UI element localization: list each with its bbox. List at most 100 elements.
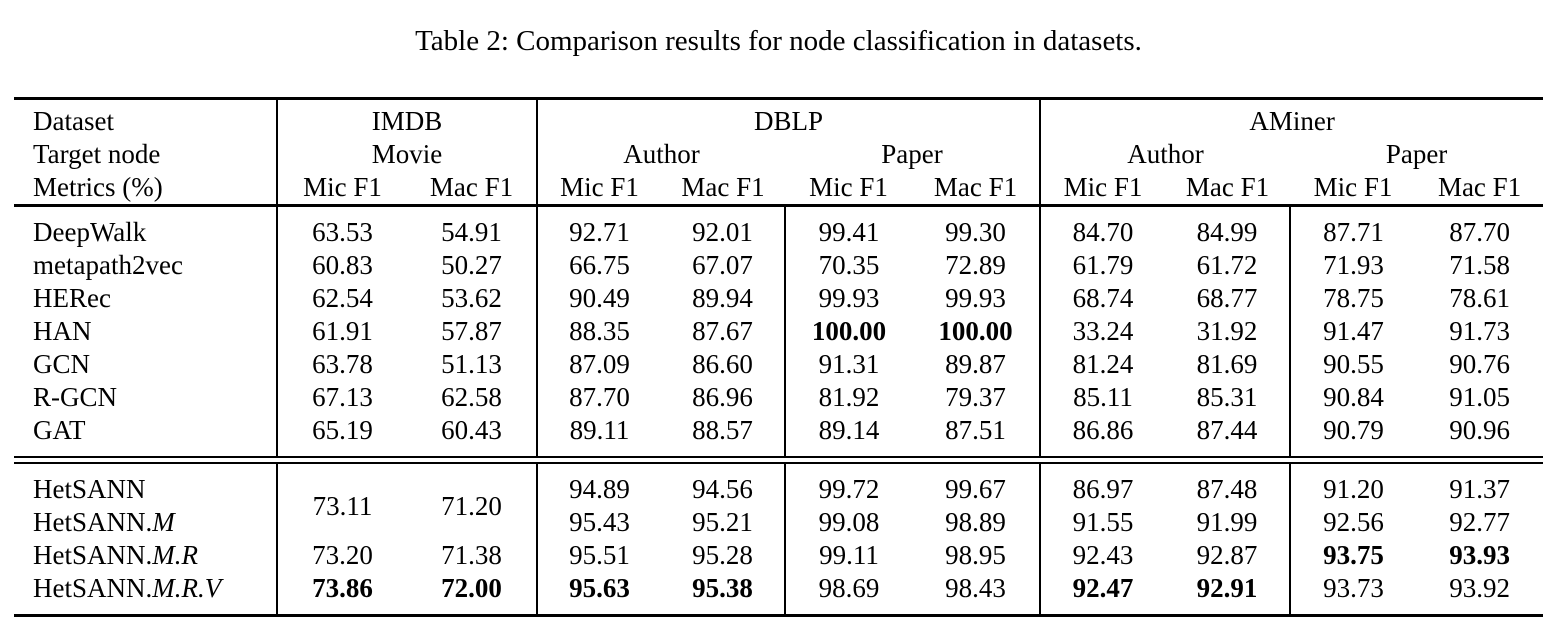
table-caption: Table 2: Comparison results for node cla… (415, 25, 1142, 57)
value-cell: 90.55 (1289, 348, 1417, 381)
value-cell: 71.38 (441, 540, 502, 570)
value-cell: 78.61 (1449, 283, 1510, 313)
value-cell: 91.73 (1449, 316, 1510, 346)
value-cell: 89.94 (692, 283, 753, 313)
header-metric: Mac F1 (912, 171, 1041, 207)
row-label-base: HetSANN. (33, 540, 153, 570)
value-cell: 91.55 (1039, 506, 1166, 539)
value-cell: 100.00 (784, 315, 913, 348)
value-cell: 73.20 (276, 539, 407, 572)
value-cell: 63.78 (276, 348, 407, 381)
value-cell: 31.92 (1196, 316, 1258, 346)
header-target-author-dblp: Author (536, 138, 786, 171)
row-label-base: DeepWalk (33, 217, 147, 247)
value-cell: 99.41 (784, 205, 913, 249)
header-row-dataset: Dataset IMDB DBLP AMiner (14, 98, 1544, 138)
value-cell: 91.31 (784, 348, 913, 381)
header-group-aminer: AMiner (1039, 98, 1544, 138)
header-metric: Mic F1 (1039, 171, 1166, 207)
value-cell: 92.71 (536, 205, 662, 249)
value-cell: 50.27 (441, 250, 502, 280)
results-table: Dataset IMDB DBLP AMiner Target node Mov… (14, 97, 1544, 617)
value-cell: 87.70 (1449, 217, 1510, 247)
value-cell: 86.96 (692, 382, 753, 412)
header-row-metrics: Metrics (%) Mic F1 Mac F1 Mic F1 Mac F1 … (14, 171, 1544, 207)
value-cell: 92.91 (1196, 573, 1258, 603)
header-metric: Mac F1 (1416, 171, 1544, 207)
value-cell: 81.24 (1039, 348, 1166, 381)
row-label-base: HetSANN (33, 474, 146, 504)
value-cell: 89.14 (784, 414, 913, 457)
row-label-base: R-GCN (33, 382, 118, 412)
value-cell: 79.37 (945, 382, 1006, 412)
value-cell: 92.47 (1039, 572, 1166, 616)
value-cell: 87.44 (1196, 415, 1258, 445)
row-label-base: HetSANN. (33, 573, 153, 603)
value-cell: 87.71 (1289, 205, 1417, 249)
row-label-base: HERec (33, 283, 111, 313)
value-cell: 85.11 (1039, 381, 1166, 414)
header-target-author-aminer: Author (1039, 138, 1291, 171)
value-cell: 95.28 (692, 540, 753, 570)
value-cell: 93.75 (1289, 539, 1417, 572)
value-cell: 86.60 (692, 349, 753, 379)
value-cell: 98.43 (945, 573, 1006, 603)
value-cell: 60.43 (441, 415, 502, 445)
value-cell: 92.56 (1289, 506, 1417, 539)
value-cell: 91.05 (1449, 382, 1510, 412)
value-cell: 99.67 (945, 474, 1006, 504)
value-cell: 73.86 (276, 572, 407, 616)
row-label-base: HetSANN. (33, 507, 153, 537)
value-cell: 87.70 (536, 381, 662, 414)
value-cell: 62.58 (441, 382, 502, 412)
value-cell: 72.89 (945, 250, 1006, 280)
value-cell: 90.76 (1449, 349, 1510, 379)
value-cell: 99.93 (945, 283, 1006, 313)
row-label-base: HAN (33, 316, 92, 346)
value-cell: 90.84 (1289, 381, 1417, 414)
value-cell: 61.72 (1196, 250, 1258, 280)
value-cell: 61.79 (1039, 249, 1166, 282)
row-label: metapath2vec (14, 249, 277, 282)
header-target-label: Target node (33, 139, 161, 169)
value-cell: 92.77 (1449, 507, 1510, 537)
header-dataset-label: Dataset (33, 106, 114, 136)
row-label-base: metapath2vec (33, 250, 183, 280)
value-cell: 57.87 (441, 316, 502, 346)
value-cell: 84.70 (1039, 205, 1166, 249)
value-cell: 87.48 (1196, 474, 1258, 504)
table-row: HERec 62.54 53.62 90.49 89.94 99.93 99.93 68.74… (14, 282, 1543, 315)
value-cell: 60.83 (276, 249, 407, 282)
header-row-target-node: Target node Movie Author Paper Author Pa… (14, 138, 1543, 171)
value-cell: 86.86 (1039, 414, 1166, 457)
value-cell: 93.93 (1449, 540, 1510, 570)
value-cell: 95.51 (536, 539, 662, 572)
value-cell: 70.35 (784, 249, 913, 282)
table-body: DeepWalk 63.53 54.91 92.71 92.01 99.41 99.30 84… (14, 205, 1544, 616)
value-cell: 81.92 (784, 381, 913, 414)
value-cell: 72.00 (441, 573, 502, 603)
header-metrics-label: Metrics (%) (14, 171, 277, 207)
row-label: R-GCN (14, 381, 277, 414)
header-metric: Mac F1 (407, 171, 538, 207)
table-row: DeepWalk 63.53 54.91 92.71 92.01 99.41 99.30 84… (14, 205, 1543, 249)
value-cell: 95.63 (536, 572, 662, 616)
value-cell: 92.43 (1039, 539, 1166, 572)
value-cell: 99.30 (945, 217, 1006, 247)
value-cell: 89.87 (945, 349, 1006, 379)
value-cell: 91.20 (1289, 463, 1417, 506)
row-label-base: GCN (33, 349, 91, 379)
value-cell: 68.77 (1196, 283, 1258, 313)
row-label-base: GAT (33, 415, 86, 445)
value-cell: 67.13 (276, 381, 407, 414)
value-cell: 95.21 (692, 507, 753, 537)
value-cell: 62.54 (276, 282, 407, 315)
header-metric: Mic F1 (1290, 171, 1417, 207)
value-cell: 90.49 (536, 282, 662, 315)
value-cell: 92.01 (692, 217, 753, 247)
table-row: HetSANN.M.R 73.20 71.38 95.51 95.28 99.11 98.9… (14, 539, 1543, 572)
value-cell: 87.51 (945, 415, 1006, 445)
section-divider-rule (14, 456, 1544, 464)
header-metric: Mac F1 (661, 171, 786, 207)
value-cell: 95.38 (692, 573, 753, 603)
